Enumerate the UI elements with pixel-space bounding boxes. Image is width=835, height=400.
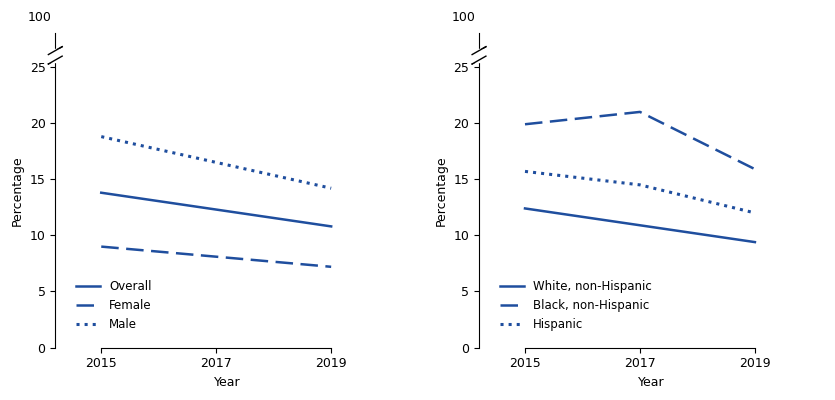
Female	[326, 264, 337, 269]
Female	[96, 244, 106, 249]
Black, non-Hispanic	[520, 122, 530, 127]
X-axis label: Year: Year	[215, 376, 241, 389]
Hispanic	[520, 169, 530, 174]
Male	[326, 186, 337, 191]
Black, non-Hispanic	[635, 110, 645, 114]
Line: White, non-Hispanic: White, non-Hispanic	[525, 208, 755, 242]
Text: 100: 100	[28, 11, 52, 24]
Bar	[45, 49, 66, 62]
Line: Overall: Overall	[101, 193, 331, 226]
Line: Male: Male	[101, 137, 331, 188]
Bar	[468, 49, 489, 62]
Legend: Overall, Female, Male: Overall, Female, Male	[72, 275, 157, 336]
Y-axis label: Percentage: Percentage	[435, 155, 448, 226]
White, non-Hispanic	[520, 206, 530, 211]
Overall	[96, 190, 106, 195]
Line: Black, non-Hispanic: Black, non-Hispanic	[525, 112, 755, 169]
Male	[96, 134, 106, 139]
Line: Female: Female	[101, 246, 331, 267]
Hispanic	[750, 210, 760, 215]
Y-axis label: Percentage: Percentage	[11, 155, 24, 226]
Legend: White, non-Hispanic, Black, non-Hispanic, Hispanic: White, non-Hispanic, Black, non-Hispanic…	[495, 275, 656, 336]
Text: 100: 100	[452, 11, 476, 24]
Black, non-Hispanic	[750, 167, 760, 172]
Hispanic	[635, 182, 645, 187]
Overall	[326, 224, 337, 229]
Line: Hispanic: Hispanic	[525, 172, 755, 213]
White, non-Hispanic	[750, 240, 760, 244]
X-axis label: Year: Year	[638, 376, 665, 389]
